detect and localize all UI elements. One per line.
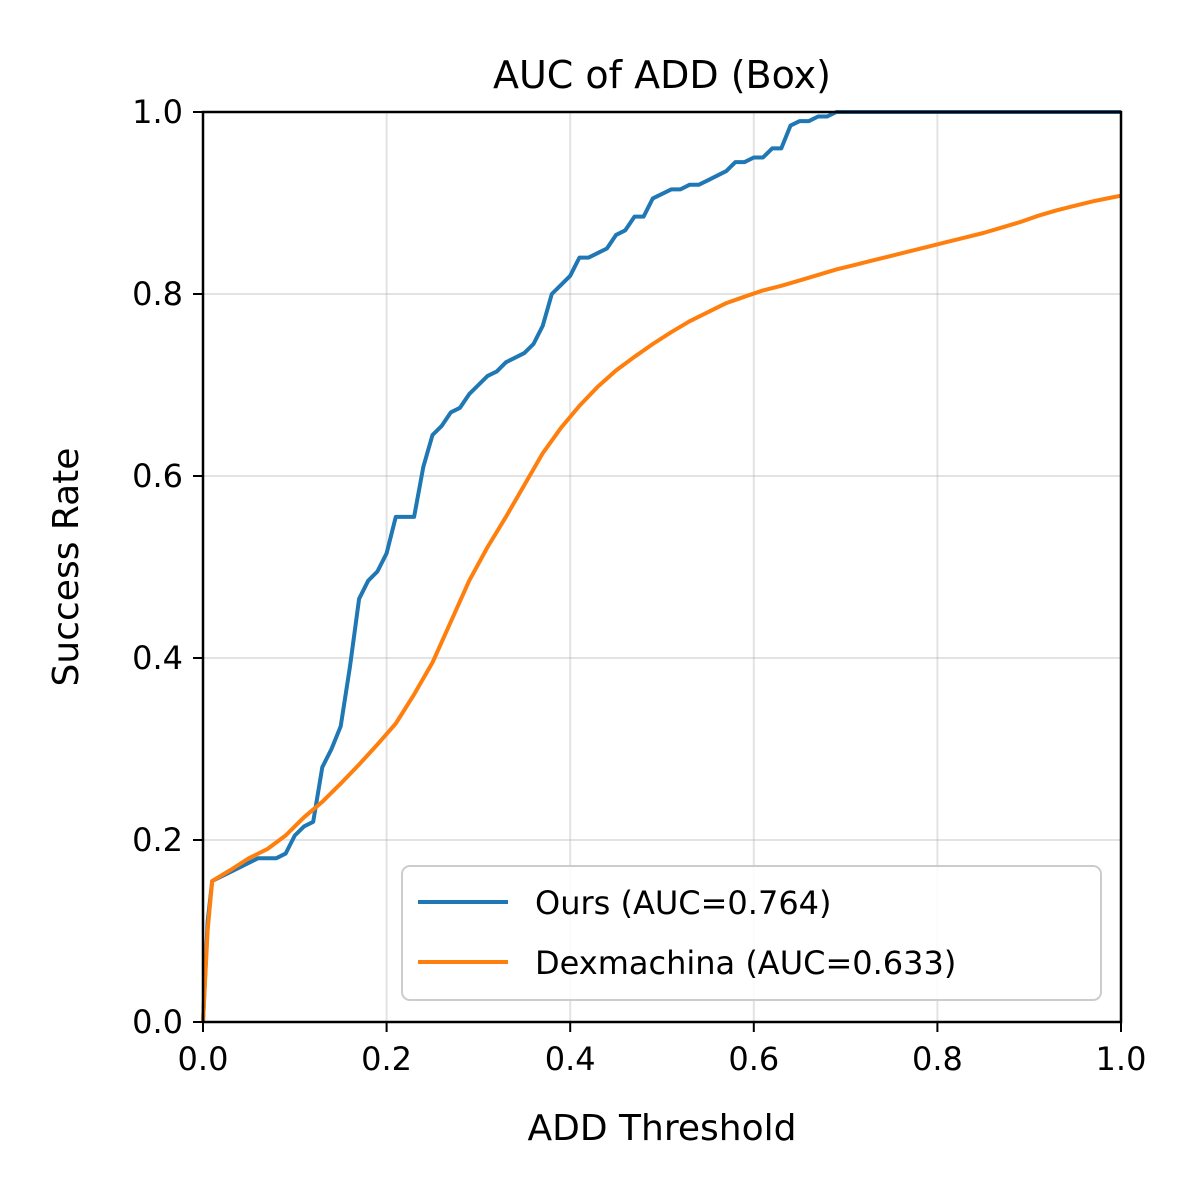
y-tick-label: 0.2 (132, 821, 183, 859)
x-tick-label: 0.2 (361, 1040, 412, 1078)
y-tick-label: 1.0 (132, 93, 183, 131)
y-tick-label: 0.6 (132, 457, 183, 495)
y-tick-label: 0.0 (132, 1003, 183, 1041)
y-tick-label: 0.8 (132, 275, 183, 313)
legend-label-ours: Ours (AUC=0.764) (535, 884, 832, 922)
series-line-dexmachina (201, 193, 1122, 1023)
chart-title: AUC of ADD (Box) (493, 53, 831, 97)
y-tick-label: 0.4 (132, 639, 183, 677)
x-axis-ticks: 0.0 0.2 0.4 0.6 0.8 1.0 (178, 1022, 1147, 1078)
y-axis-ticks: 0.0 0.2 0.4 0.6 0.8 1.0 (132, 93, 203, 1041)
grid (202, 111, 1122, 1023)
plot-frame (201, 110, 1123, 1024)
x-tick-label: 0.8 (912, 1040, 963, 1078)
y-axis-label: Success Rate (46, 448, 87, 687)
series-line-ours (201, 110, 1121, 1023)
plot-series (201, 110, 1122, 1023)
legend: Ours (AUC=0.764) Dexmachina (AUC=0.633) (401, 865, 1102, 1001)
x-tick-label: 0.6 (728, 1040, 779, 1078)
legend-box (401, 865, 1102, 1001)
x-tick-label: 0.4 (545, 1040, 596, 1078)
legend-label-dexmachina: Dexmachina (AUC=0.633) (535, 944, 956, 982)
x-axis-label: ADD Threshold (528, 1108, 797, 1149)
x-tick-label: 1.0 (1096, 1040, 1147, 1078)
x-tick-label: 0.0 (178, 1040, 229, 1078)
